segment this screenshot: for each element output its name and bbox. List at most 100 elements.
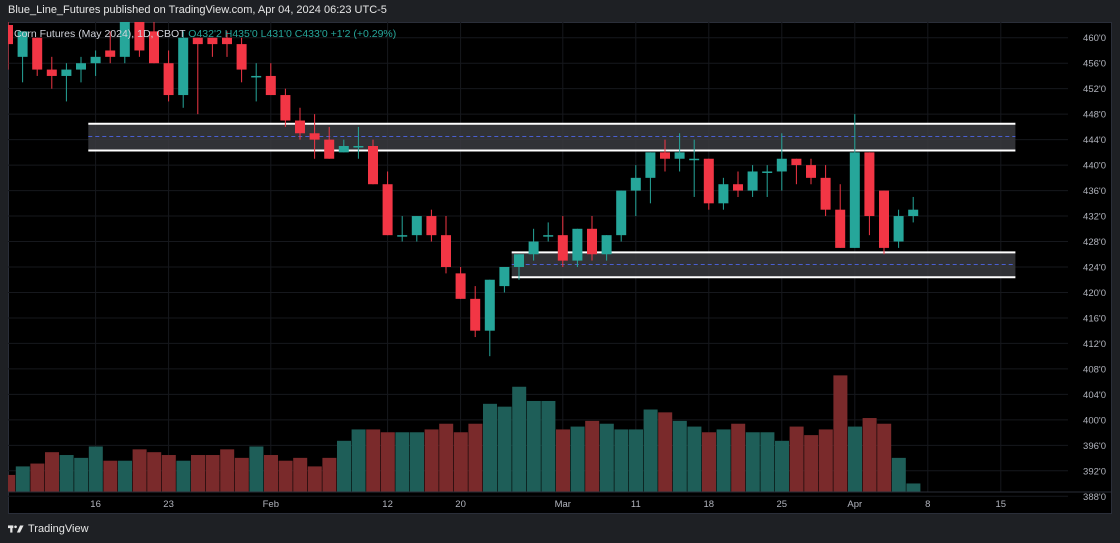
- legend-open: O432'2: [188, 28, 222, 40]
- candle-body[interactable]: [236, 44, 247, 70]
- candle-body[interactable]: [747, 171, 758, 191]
- candle-body[interactable]: [820, 177, 831, 210]
- candle-body[interactable]: [703, 158, 714, 204]
- y-tick-label: 420'0: [1083, 288, 1106, 299]
- candle-body[interactable]: [441, 235, 451, 267]
- volume-bar: [439, 423, 454, 492]
- volume-bar: [8, 474, 16, 492]
- candle-body[interactable]: [119, 22, 130, 57]
- candle-body[interactable]: [864, 152, 875, 217]
- candle-body[interactable]: [470, 298, 481, 331]
- candle-body[interactable]: [46, 69, 57, 76]
- volume-bar: [410, 432, 424, 492]
- candle-body[interactable]: [295, 120, 305, 134]
- candle-body[interactable]: [382, 184, 393, 236]
- candle-body[interactable]: [835, 209, 846, 248]
- candle-body[interactable]: [338, 146, 349, 153]
- y-tick-label: 412'0: [1083, 339, 1106, 350]
- candle-body[interactable]: [849, 152, 860, 248]
- candle-body[interactable]: [411, 216, 422, 236]
- candle-body[interactable]: [455, 273, 466, 299]
- candle-body[interactable]: [557, 235, 568, 261]
- volume-bar: [15, 466, 30, 492]
- candle-body[interactable]: [879, 190, 889, 248]
- volume-bar: [249, 446, 264, 492]
- candle-body[interactable]: [776, 158, 787, 172]
- candle-body[interactable]: [105, 50, 116, 57]
- candle-body[interactable]: [601, 235, 612, 255]
- candle-body[interactable]: [353, 146, 364, 148]
- candle-body[interactable]: [645, 152, 656, 178]
- candle-body[interactable]: [149, 31, 159, 64]
- volume-bar: [176, 460, 191, 492]
- volume-bar: [234, 457, 249, 492]
- candle-body[interactable]: [134, 22, 145, 51]
- candle-body[interactable]: [514, 254, 524, 267]
- volume-bar: [848, 426, 862, 492]
- volume-bar: [891, 457, 906, 492]
- volume-bar: [220, 449, 235, 492]
- candle-body[interactable]: [368, 146, 378, 185]
- candle-body[interactable]: [90, 56, 101, 64]
- candle-body[interactable]: [893, 216, 904, 242]
- tradingview-logo[interactable]: TradingView: [8, 523, 89, 535]
- price-chart[interactable]: 460'0 456'0 452'0 448'0 444'0 440'0 436'0 432'0…: [8, 22, 1112, 514]
- candle-body[interactable]: [280, 95, 291, 121]
- candle-body[interactable]: [630, 177, 641, 191]
- candle-body[interactable]: [8, 25, 13, 45]
- candle-body[interactable]: [76, 63, 86, 70]
- volume-bar: [161, 455, 176, 492]
- candle-body[interactable]: [762, 171, 773, 173]
- candle-body[interactable]: [587, 228, 597, 255]
- volume-bar: [351, 429, 366, 492]
- candle-body[interactable]: [251, 75, 262, 78]
- candle-body[interactable]: [572, 228, 583, 261]
- volume-bar: [614, 429, 629, 492]
- candle-body[interactable]: [718, 184, 729, 204]
- chart-legend: Corn Futures (May 2024), 1D, CBOT O432'2…: [14, 28, 396, 40]
- volume-bar: [103, 460, 118, 492]
- y-tick-label: 444'0: [1083, 135, 1106, 146]
- candle-body[interactable]: [660, 152, 670, 159]
- volume-bar: [483, 403, 497, 492]
- volume-bar: [760, 432, 775, 492]
- candle-body[interactable]: [674, 152, 685, 159]
- candle-body[interactable]: [528, 241, 539, 255]
- volume-bar: [906, 483, 921, 492]
- candle-body[interactable]: [908, 209, 919, 217]
- candle-body[interactable]: [806, 165, 816, 178]
- tradingview-logo-icon: [8, 525, 24, 533]
- publish-header: Blue_Line_Futures published on TradingVi…: [0, 0, 1120, 22]
- candle-body[interactable]: [265, 75, 276, 96]
- candle-body[interactable]: [32, 37, 43, 70]
- volume-bar: [526, 400, 541, 492]
- candle-body[interactable]: [484, 279, 495, 331]
- y-tick-label: 436'0: [1083, 186, 1106, 197]
- candle-body[interactable]: [207, 37, 218, 45]
- publish-title: Blue_Line_Futures published on TradingVi…: [8, 4, 387, 16]
- candle-body[interactable]: [733, 184, 743, 191]
- candle-body[interactable]: [689, 158, 700, 161]
- y-tick-label: 424'0: [1083, 263, 1106, 274]
- volume-bar: [512, 386, 527, 492]
- candle-body[interactable]: [616, 190, 627, 236]
- volume-bar: [322, 457, 337, 492]
- candle-body[interactable]: [426, 216, 437, 236]
- candle-body[interactable]: [791, 158, 802, 166]
- volume-bar: [556, 429, 570, 492]
- legend-high: H435'0: [224, 28, 258, 40]
- candle-body[interactable]: [222, 37, 232, 45]
- candle-body[interactable]: [17, 31, 28, 57]
- candle-body[interactable]: [543, 235, 554, 237]
- candle-body[interactable]: [192, 37, 203, 45]
- volume-bar: [745, 432, 760, 492]
- x-tick-label: Mar: [555, 499, 571, 510]
- candle-body[interactable]: [309, 133, 320, 140]
- candle-body[interactable]: [499, 267, 510, 287]
- candle-body[interactable]: [61, 69, 72, 76]
- volume-bar: [205, 455, 220, 492]
- candle-body[interactable]: [178, 37, 189, 96]
- candle-body[interactable]: [324, 139, 335, 159]
- candle-body[interactable]: [163, 63, 174, 96]
- candle-body[interactable]: [397, 235, 408, 237]
